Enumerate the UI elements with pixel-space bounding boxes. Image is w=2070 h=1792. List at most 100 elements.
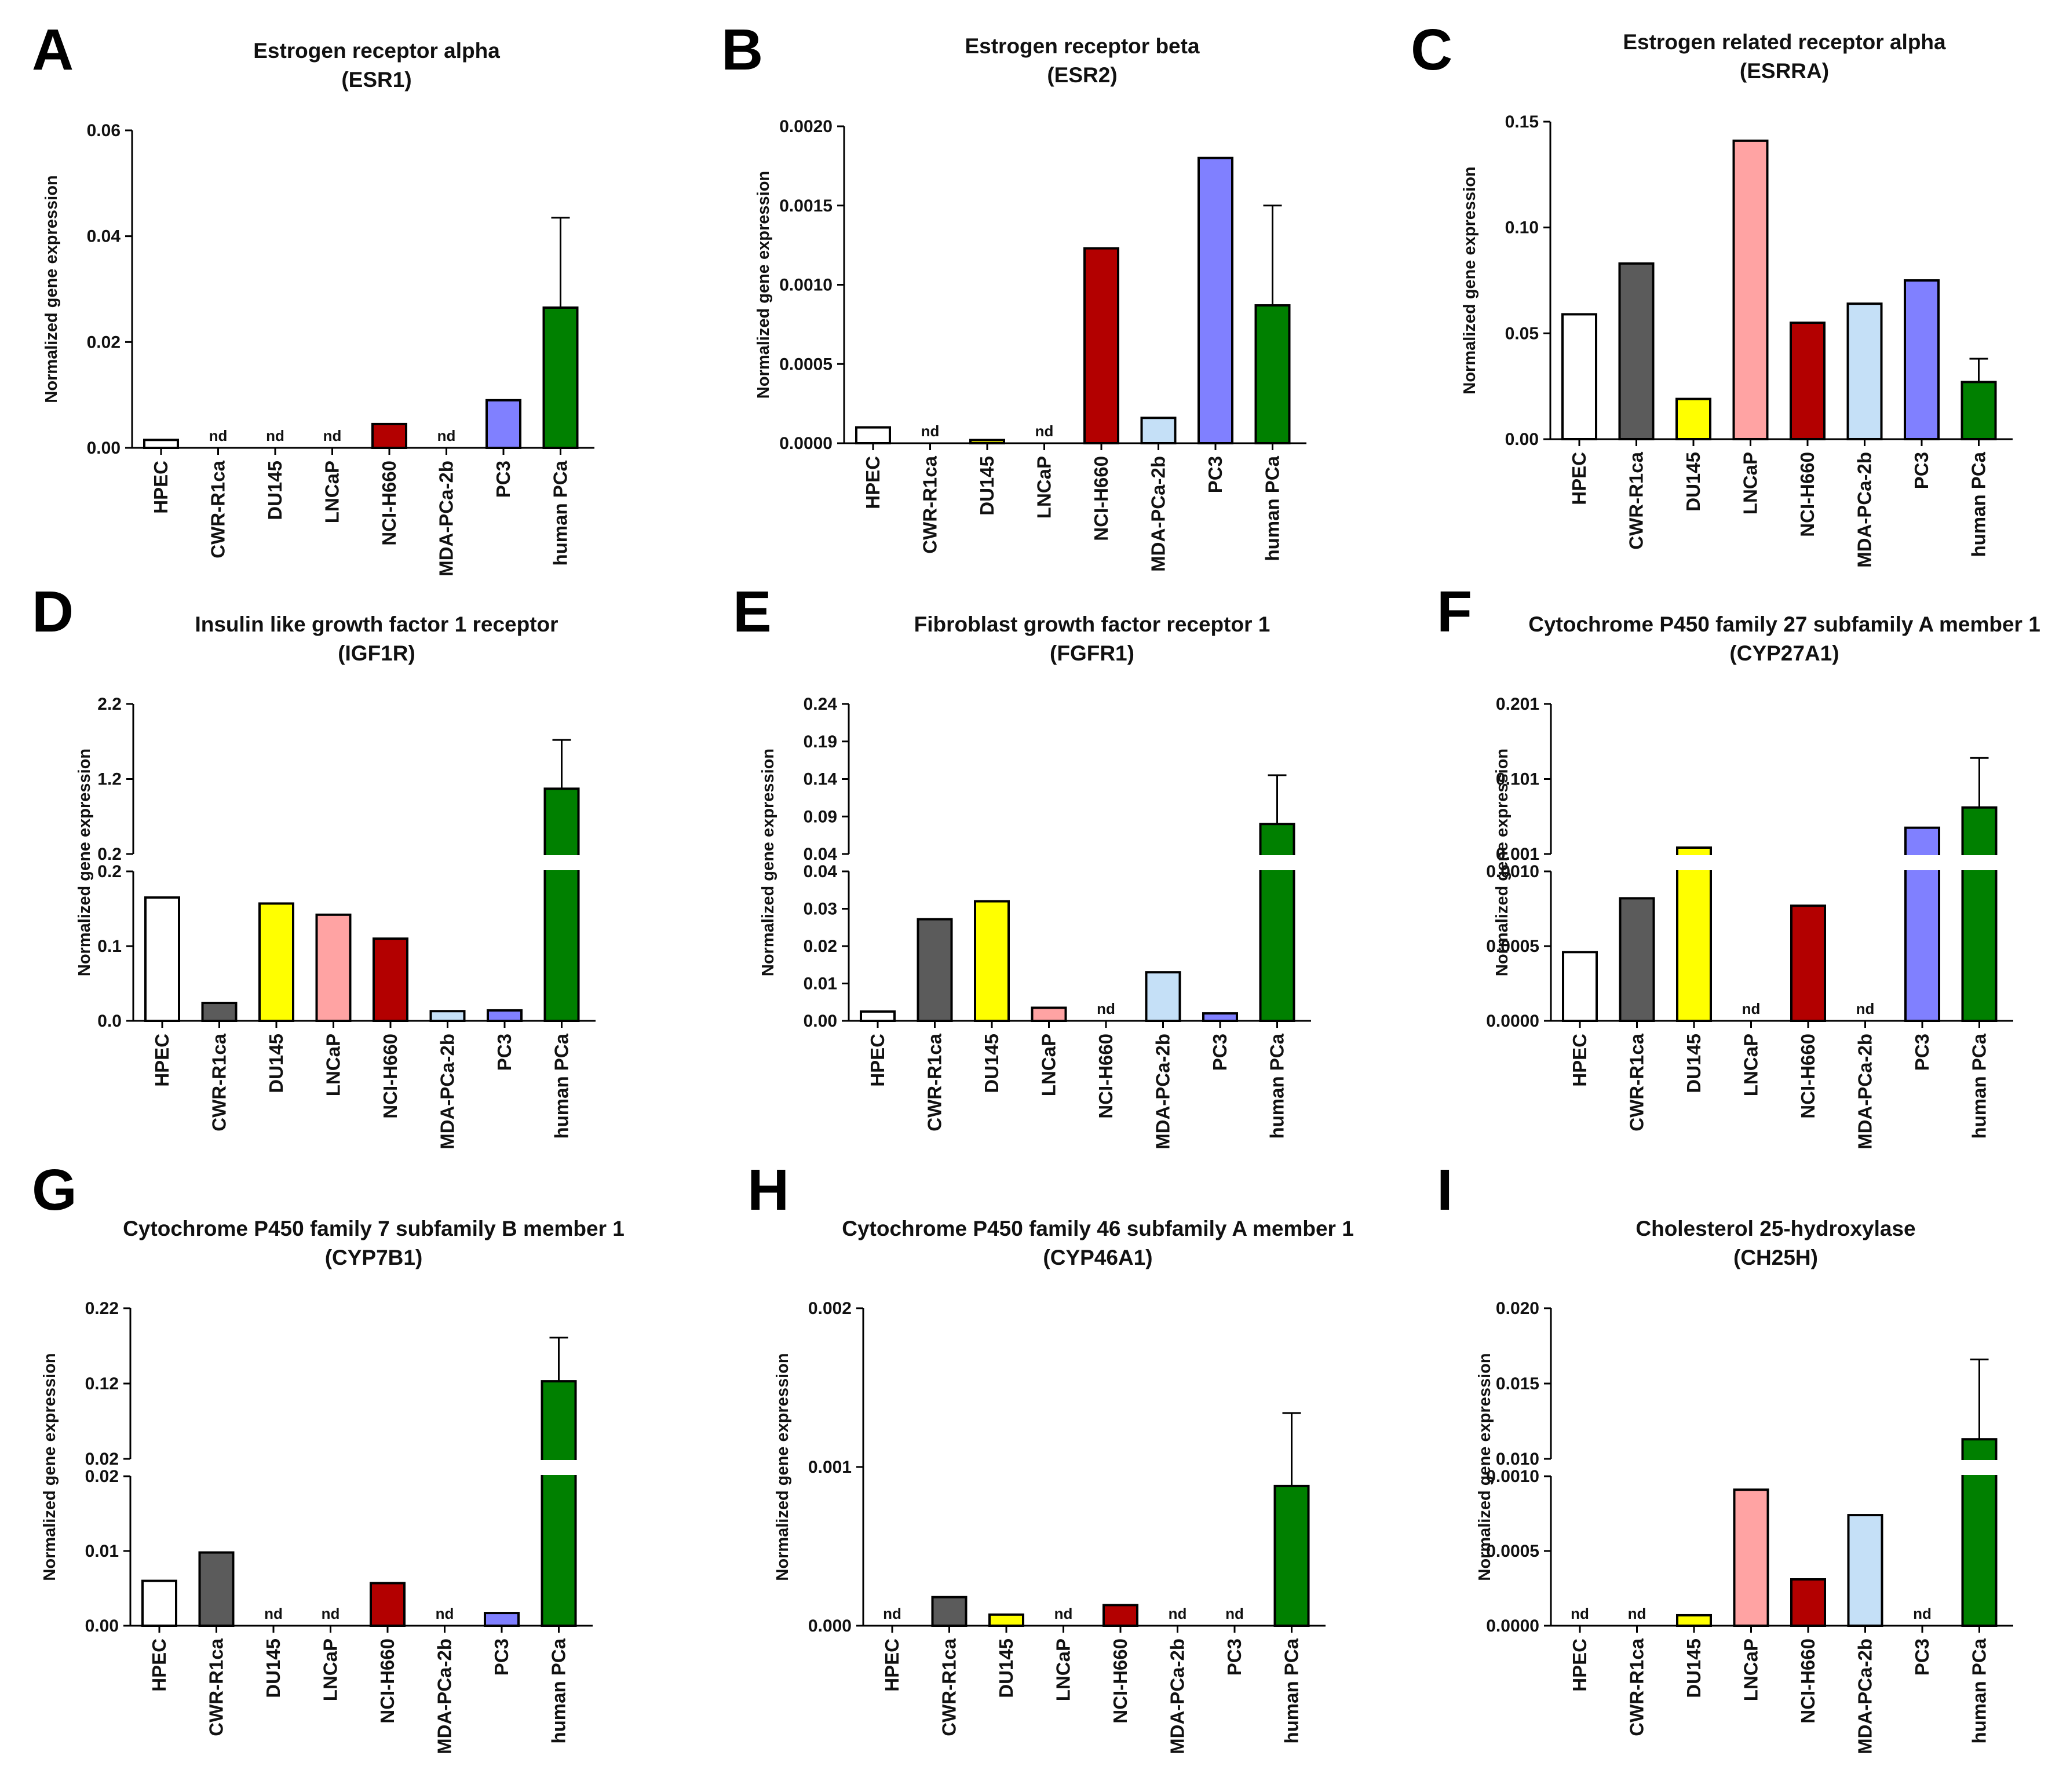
y-tick-label: 0.010 xyxy=(1496,1450,1539,1469)
bar-pc3 xyxy=(1198,156,1233,444)
nd-label: nd xyxy=(1054,1605,1073,1622)
x-tick-label: LNCaP xyxy=(1053,1638,1074,1701)
panel-label: H xyxy=(747,1158,789,1222)
x-tick-label: LNCaP xyxy=(1740,452,1761,514)
x-tick-label: LNCaP xyxy=(323,1034,344,1096)
y-tick-label: 0.001 xyxy=(808,1458,852,1477)
bar-mda-pca-2b xyxy=(429,1010,466,1022)
y-tick-label: 0.02 xyxy=(85,1450,119,1469)
y-tick-label: 0.05 xyxy=(1505,324,1539,343)
chart-title: Estrogen receptor alpha xyxy=(253,39,500,63)
bar-human-pca xyxy=(541,1380,577,1627)
x-tick-label: human PCa xyxy=(550,460,571,565)
nd-label: nd xyxy=(437,427,456,444)
x-tick-label: CWR-R1ca xyxy=(209,1033,230,1131)
x-tick-label: CWR-R1ca xyxy=(207,460,229,558)
bar-cwr-r1ca xyxy=(917,918,953,1023)
chart-title: Estrogen receptor beta xyxy=(965,34,1199,58)
nd-label: nd xyxy=(883,1605,901,1622)
y-tick-label: 0.015 xyxy=(1496,1374,1539,1393)
y-tick-label: 0.24 xyxy=(804,695,838,714)
y-tick-label: 0.09 xyxy=(804,807,837,826)
x-tick-label: MDA-PCa-2b xyxy=(1854,1638,1876,1754)
x-tick-label: HPEC xyxy=(148,1638,170,1692)
chart-subtitle: (ESR1) xyxy=(341,68,411,92)
y-tick-label: 0.04 xyxy=(87,227,121,246)
x-tick-label: CWR-R1ca xyxy=(1626,1033,1648,1131)
bar-nci-h660 xyxy=(1790,322,1826,440)
bar-nci-h660 xyxy=(373,937,408,1022)
y-tick-label: 0.201 xyxy=(1496,695,1539,714)
chart-title: Cytochrome P450 family 46 subfamily A me… xyxy=(842,1217,1354,1240)
x-tick-label: NCI-H660 xyxy=(1095,1034,1116,1119)
x-tick-label: DU145 xyxy=(262,1638,284,1698)
y-axis-label: Normalized gene expression xyxy=(754,171,773,399)
x-tick-label: CWR-R1ca xyxy=(206,1638,227,1736)
chart-subtitle: (ESRRA) xyxy=(1740,59,1829,83)
panel-label: G xyxy=(32,1158,77,1222)
x-tick-label: CWR-R1ca xyxy=(924,1033,945,1131)
chart-subtitle: (CYP27A1) xyxy=(1729,641,1839,665)
bar-hpec xyxy=(144,896,180,1023)
axis-break-gap xyxy=(1258,855,1297,870)
nd-label: nd xyxy=(323,427,342,444)
y-tick-label: 0.15 xyxy=(1505,112,1539,132)
y-tick-label: 0.22 xyxy=(85,1299,119,1318)
x-tick-label: PC3 xyxy=(1209,1034,1231,1071)
y-tick-label: 0.00 xyxy=(804,1012,837,1031)
y-tick-label: 0.002 xyxy=(808,1299,852,1318)
x-tick-label: NCI-H660 xyxy=(379,1034,401,1119)
x-tick-label: MDA-PCa-2b xyxy=(436,461,457,576)
chart-title: Estrogen related receptor alpha xyxy=(1623,30,1946,54)
x-tick-label: LNCaP xyxy=(1740,1638,1762,1701)
bar-hpec xyxy=(855,426,891,445)
bar-hpec xyxy=(141,1579,177,1627)
x-tick-label: PC3 xyxy=(1204,456,1226,493)
nd-label: nd xyxy=(1628,1605,1646,1622)
x-tick-label: NCI-H660 xyxy=(1797,1034,1819,1119)
y-tick-label: 1.2 xyxy=(97,770,122,789)
x-tick-label: DU145 xyxy=(1682,452,1704,512)
bar-human-pca xyxy=(1961,381,1997,440)
x-tick-label: HPEC xyxy=(1569,1034,1590,1087)
y-axis-label: Normalized gene expression xyxy=(773,1353,792,1581)
x-tick-label: DU145 xyxy=(1683,1034,1704,1093)
x-tick-label: DU145 xyxy=(995,1638,1017,1698)
y-tick-label: 0.06 xyxy=(87,121,121,140)
x-tick-label: NCI-H660 xyxy=(1797,1638,1819,1724)
bar-hpec xyxy=(860,1010,896,1022)
panel-label: C xyxy=(1411,17,1452,82)
nd-label: nd xyxy=(1169,1605,1187,1622)
panel-f: F Cytochrome P450 family 27 subfamily A m… xyxy=(1437,579,2040,1149)
bar-pc3 xyxy=(1202,1012,1238,1022)
panel-a: A Estrogen receptor alpha (ESR1) Normalized… xyxy=(32,17,594,576)
x-tick-label: HPEC xyxy=(151,1034,173,1087)
y-tick-label: 0.001 xyxy=(1496,845,1539,864)
x-tick-label: LNCaP xyxy=(320,1638,341,1701)
x-tick-label: CWR-R1ca xyxy=(939,1638,960,1736)
bar-lncap xyxy=(1732,139,1769,440)
y-tick-label: 0.19 xyxy=(804,732,837,751)
x-tick-label: MDA-PCa-2b xyxy=(1854,452,1875,568)
x-tick-label: CWR-R1ca xyxy=(1626,1638,1648,1736)
bar-lncap xyxy=(1733,1488,1769,1627)
bar-pc3 xyxy=(1904,279,1940,440)
nd-label: nd xyxy=(1097,1000,1115,1017)
y-tick-label: 0.14 xyxy=(804,770,838,789)
bar-mda-pca-2b xyxy=(1846,302,1883,440)
panel-label: F xyxy=(1437,579,1472,644)
bar-du145 xyxy=(1676,1614,1712,1627)
bar-du145 xyxy=(988,1613,1024,1627)
y-tick-label: 0.1 xyxy=(97,937,122,956)
x-tick-label: DU145 xyxy=(981,1034,1002,1093)
bar-cwr-r1ca xyxy=(201,1002,238,1023)
x-tick-label: human PCa xyxy=(1968,451,1989,557)
nd-label: nd xyxy=(436,1605,454,1622)
y-tick-label: 0.2 xyxy=(97,862,122,881)
x-tick-label: human PCa xyxy=(1969,1033,1990,1138)
axis-break-gap xyxy=(1675,855,1713,870)
x-tick-label: LNCaP xyxy=(322,461,343,523)
panel-label: I xyxy=(1437,1158,1453,1222)
x-tick-label: NCI-H660 xyxy=(377,1638,398,1724)
x-tick-label: PC3 xyxy=(491,1638,512,1676)
